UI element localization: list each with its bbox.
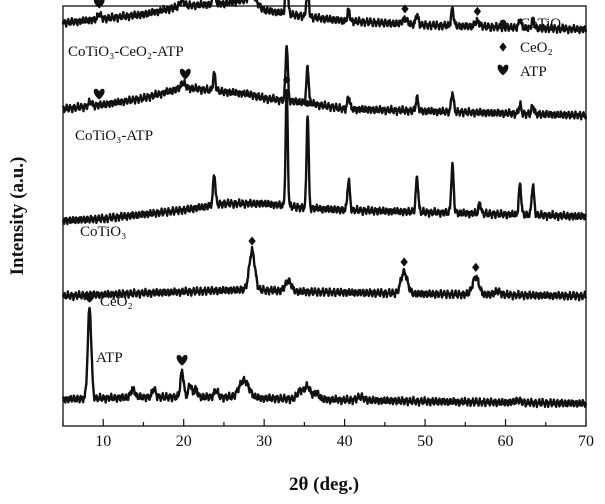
circle-legend-symbol [500,20,507,27]
x-tick-label: 20 [176,433,192,450]
sample-label-5: ATP [96,350,123,366]
sample-label-1: CoTiO₃-CeO₂-ATP [68,44,184,60]
circle-peak-marker [283,77,290,84]
x-tick-label: 10 [95,433,111,450]
x-axis-title: 2θ (deg.) [289,474,359,495]
sample-label-2: CoTiO₃-ATP [75,128,153,144]
x-tick-label: 60 [498,433,514,450]
sample-label-3: CoTiO₃ [80,224,126,240]
x-tick-label: 30 [256,433,272,450]
sample-label-4: CeO₂ [100,294,133,310]
y-axis-title: Intensity (a.u.) [7,157,28,276]
x-tick-label: 70 [578,433,594,450]
legend-label: ATP [520,64,547,80]
legend-label: CoTiO₃ [520,16,566,32]
legend-label: CeO₂ [520,40,553,56]
x-tick-label: 40 [337,433,353,450]
circle-peak-marker [304,100,311,107]
x-tick-label: 50 [417,433,433,450]
